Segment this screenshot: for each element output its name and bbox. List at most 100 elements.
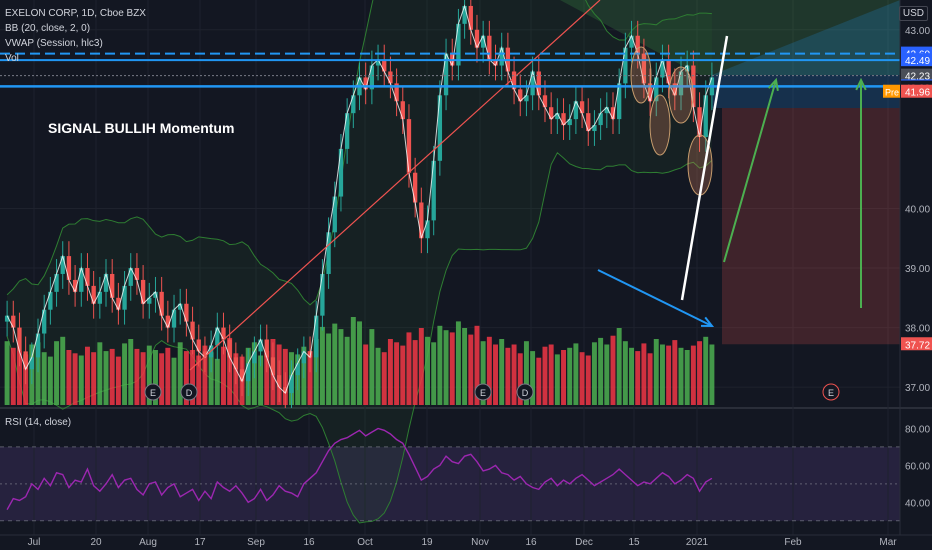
candle (215, 327, 220, 346)
volume-bar (449, 332, 455, 405)
volume-bar (344, 336, 350, 405)
candle (443, 53, 449, 96)
volume-bar (369, 329, 375, 405)
candle (511, 71, 517, 90)
currency-button[interactable]: USD (898, 6, 928, 21)
candle (369, 65, 375, 90)
candle (66, 256, 72, 280)
volume-bar (196, 355, 202, 405)
time-tick: 20 (90, 537, 102, 548)
volume-bar (10, 347, 16, 405)
rsi-tick: 60.00 (905, 461, 930, 472)
volume-bar (672, 340, 678, 405)
candle (425, 220, 430, 239)
candle (264, 339, 269, 358)
candle (196, 339, 201, 352)
volume-bar (455, 321, 461, 405)
candle (97, 291, 102, 304)
volume-bar (140, 352, 146, 405)
candle (314, 315, 319, 358)
candle (289, 375, 294, 394)
volume-bar (598, 337, 604, 405)
volume-bar (400, 345, 406, 405)
price-tag (901, 84, 932, 98)
volume-bar (208, 352, 214, 405)
candle (375, 59, 381, 66)
volume-bar (604, 344, 610, 405)
volume-bar (561, 350, 566, 405)
time-tick: 17 (194, 537, 206, 548)
volume-bar (60, 336, 66, 405)
signal-annotation: SIGNAL BULLIH Momentum (48, 120, 235, 136)
candle (400, 101, 405, 120)
volume-bar (190, 350, 196, 405)
candle (17, 327, 22, 352)
candle (456, 23, 461, 66)
volume-bar (530, 351, 536, 405)
volume-bar (4, 341, 10, 405)
volume-indicator-label: Vol (5, 53, 19, 64)
candle (499, 47, 504, 66)
stop-zone (722, 108, 900, 345)
price-tick: 37.00 (905, 383, 930, 394)
event-marker-label: D (186, 388, 193, 398)
candle (202, 351, 208, 358)
volume-bar (214, 358, 220, 405)
candle (623, 47, 628, 84)
volume-bar (684, 350, 690, 405)
candle (412, 172, 418, 203)
candle (406, 119, 412, 173)
candle (382, 59, 387, 72)
candle (301, 351, 307, 364)
candle (394, 83, 399, 102)
symbol-title: EXELON CORP, 1D, Cboe BZX (5, 8, 146, 19)
candle (147, 297, 152, 304)
volume-bar (610, 335, 616, 405)
candle (184, 303, 189, 322)
candle (542, 95, 548, 108)
volume-bar (554, 354, 560, 405)
candle (190, 321, 195, 340)
volume-bar (536, 357, 542, 405)
volume-bar (647, 353, 653, 405)
price-tag (901, 68, 932, 82)
volume-bar (437, 325, 443, 405)
vwap-line (6, 4, 713, 394)
event-marker (822, 383, 840, 401)
momentum-line (680, 35, 729, 301)
candle (536, 71, 541, 96)
candle (276, 375, 282, 388)
pattern-ellipse (668, 66, 694, 124)
candle (363, 77, 368, 90)
volume-bar (221, 346, 226, 405)
volume-bar (128, 339, 134, 405)
candle (72, 279, 78, 292)
candle (579, 101, 585, 114)
candle (419, 202, 424, 239)
chart-legend: EXELON CORP, 1D, Cboe BZX BB (20, close,… (5, 6, 146, 66)
candle (134, 268, 140, 280)
candle (320, 273, 325, 316)
volume-bar (115, 356, 121, 405)
volume-bar (573, 343, 579, 405)
candle (258, 339, 263, 352)
volume-bar (171, 357, 177, 405)
time-tick: Mar (879, 537, 897, 548)
candle (530, 71, 535, 96)
candle (480, 35, 486, 48)
price-tag-label: 42.23 (905, 72, 930, 83)
volume-bar (480, 341, 486, 405)
volume-bar (523, 341, 529, 405)
volume-bar (78, 355, 84, 405)
bb-fill (7, 0, 712, 523)
candle (548, 107, 554, 120)
volume-bar (641, 343, 647, 405)
volume-bar (629, 347, 635, 405)
time-tick: Feb (784, 537, 802, 548)
volume-bar (511, 344, 517, 405)
volume-bar (165, 347, 171, 405)
candle (103, 273, 109, 292)
volume-bar (431, 342, 437, 405)
